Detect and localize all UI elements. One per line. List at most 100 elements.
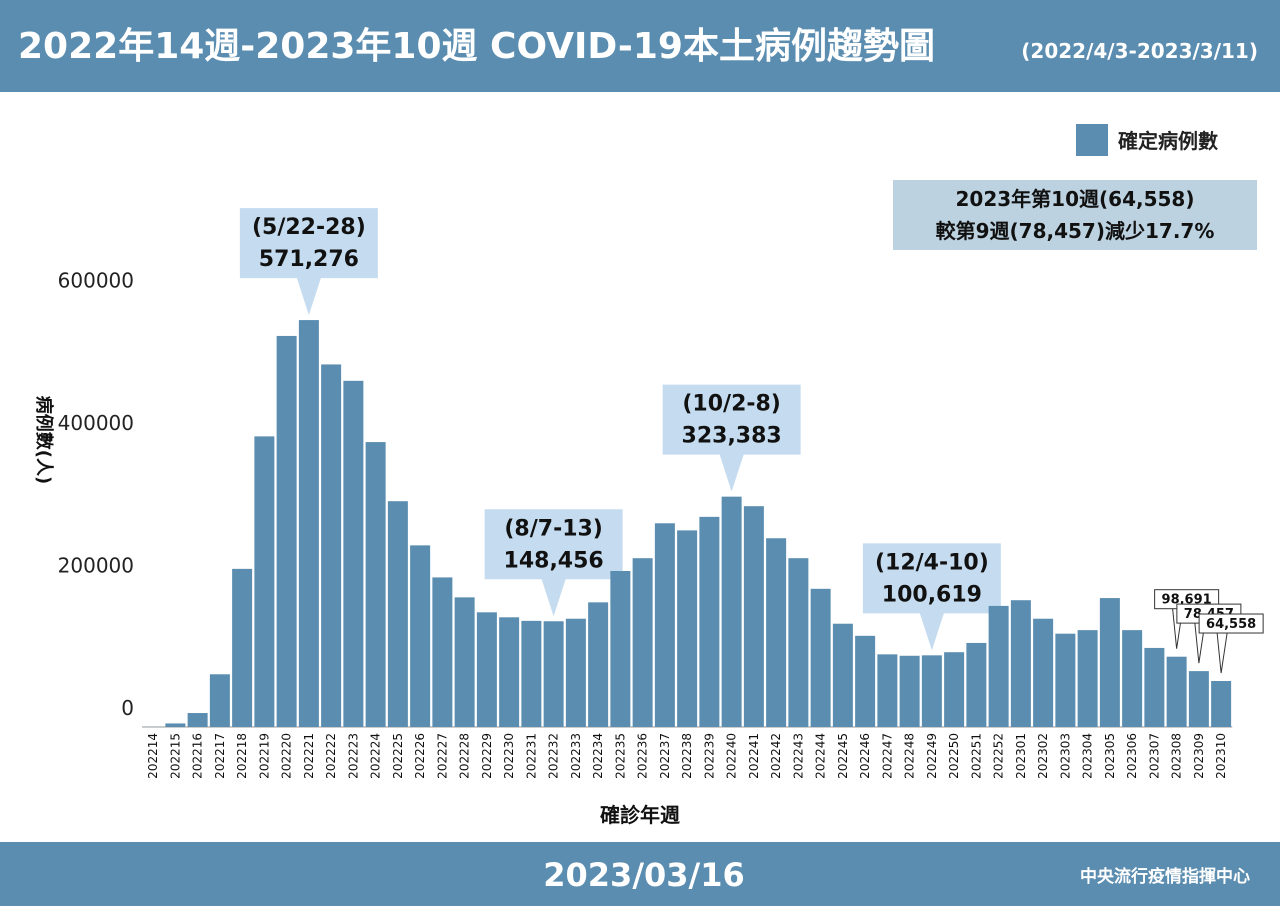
bar (855, 635, 876, 727)
bar (1055, 633, 1076, 727)
y-axis-label: 病例數(人) (33, 396, 55, 484)
y-tick-label: 400000 (58, 411, 134, 435)
x-tick-label: 202246 (858, 733, 872, 779)
callout-title: (8/7-13) (504, 516, 603, 541)
bar (743, 506, 764, 727)
x-tick-label: 202233 (569, 733, 583, 779)
bar (454, 597, 475, 727)
bar (988, 605, 1009, 727)
bar (588, 602, 609, 727)
bar (499, 617, 520, 727)
x-tick-label: 202250 (947, 733, 961, 779)
x-tick-label: 202222 (324, 733, 338, 779)
callout-box (484, 509, 623, 617)
note-box (893, 180, 1257, 250)
label-box (1198, 613, 1264, 634)
x-tick-label: 202308 (1170, 733, 1184, 779)
bar (1166, 656, 1187, 727)
bar (565, 618, 586, 727)
chart-title: 2022年14週-2023年10週 COVID-19本土病例趨勢圖 (18, 26, 935, 67)
x-tick-label: 202310 (1214, 733, 1228, 779)
callout-title: (5/22-28) (252, 215, 366, 240)
y-tick-label: 200000 (58, 554, 134, 578)
bar (766, 538, 787, 727)
x-tick-label: 202230 (502, 733, 516, 779)
bar (298, 320, 319, 727)
footer-bar (0, 842, 1280, 906)
y-tick-label: 600000 (58, 269, 134, 293)
x-tick-label: 202220 (280, 733, 294, 779)
x-tick-label: 202243 (791, 733, 805, 779)
x-tick-label: 202248 (903, 733, 917, 779)
x-tick-label: 202239 (702, 733, 716, 779)
callout-box (862, 543, 1001, 651)
callout-title: (12/4-10) (875, 550, 989, 575)
note-line: 2023年第10週(64,558) (956, 187, 1195, 211)
x-tick-label: 202216 (191, 733, 205, 779)
x-tick-label: 202306 (1125, 733, 1139, 779)
bar (1077, 630, 1098, 727)
x-tick-label: 202305 (1103, 733, 1117, 779)
x-tick-label: 202303 (1058, 733, 1072, 779)
bar (410, 545, 431, 727)
bar (254, 436, 275, 727)
label-pointer (1216, 632, 1228, 674)
x-tick-label: 202221 (302, 733, 316, 779)
x-tick-label: 202238 (680, 733, 694, 779)
x-tick-label: 202218 (235, 733, 249, 779)
x-tick-label: 202241 (747, 733, 761, 779)
footer-date: 2023/03/16 (543, 856, 745, 894)
callout-title: (10/2-8) (682, 392, 781, 417)
bar (387, 501, 408, 727)
data-label: 64,558 (1206, 617, 1256, 632)
bar (187, 713, 208, 727)
bar (632, 558, 653, 727)
legend-label: 確定病例數 (1118, 129, 1218, 153)
bar (921, 655, 942, 727)
x-tick-label: 202227 (435, 733, 449, 779)
note-line: 較第9週(78,457)減少17.7% (936, 219, 1215, 243)
x-tick-label: 202237 (658, 733, 672, 779)
bar (832, 623, 853, 727)
x-tick-label: 202307 (1147, 733, 1161, 779)
bar (165, 723, 186, 727)
x-tick-label: 202301 (1014, 733, 1028, 779)
x-tick-label: 202309 (1192, 733, 1206, 779)
x-tick-label: 202247 (880, 733, 894, 779)
bar (1144, 647, 1165, 727)
x-tick-label: 202228 (458, 733, 472, 779)
x-tick-label: 202232 (547, 733, 561, 779)
x-axis-label: 確診年週 (600, 803, 680, 827)
x-tick-label: 202229 (480, 733, 494, 779)
x-tick-label: 202215 (168, 733, 182, 779)
x-tick-label: 202252 (992, 733, 1006, 779)
x-tick-label: 202231 (524, 733, 538, 779)
bar (810, 588, 831, 727)
bar (321, 364, 342, 727)
bar (476, 612, 497, 727)
data-label: 100,619 (882, 582, 982, 607)
bar (899, 655, 920, 727)
legend-swatch (1076, 124, 1108, 156)
bar (432, 577, 453, 727)
bar (1010, 600, 1031, 727)
bar (1099, 598, 1120, 727)
x-tick-label: 202226 (413, 733, 427, 779)
source: 中央流行疫情指揮中心 (1080, 866, 1250, 887)
x-tick-label: 202249 (925, 733, 939, 779)
y-tick-label: 0 (121, 696, 134, 720)
x-tick-label: 202304 (1081, 733, 1095, 779)
bar (1211, 681, 1232, 727)
data-label: 571,276 (259, 247, 359, 272)
bar (543, 621, 564, 727)
x-tick-label: 202240 (725, 733, 739, 779)
x-tick-label: 202217 (213, 733, 227, 779)
bar (1188, 671, 1209, 727)
bar (232, 568, 253, 727)
bar (877, 654, 898, 727)
bar (788, 558, 809, 727)
bar (276, 335, 297, 727)
x-tick-label: 202245 (836, 733, 850, 779)
